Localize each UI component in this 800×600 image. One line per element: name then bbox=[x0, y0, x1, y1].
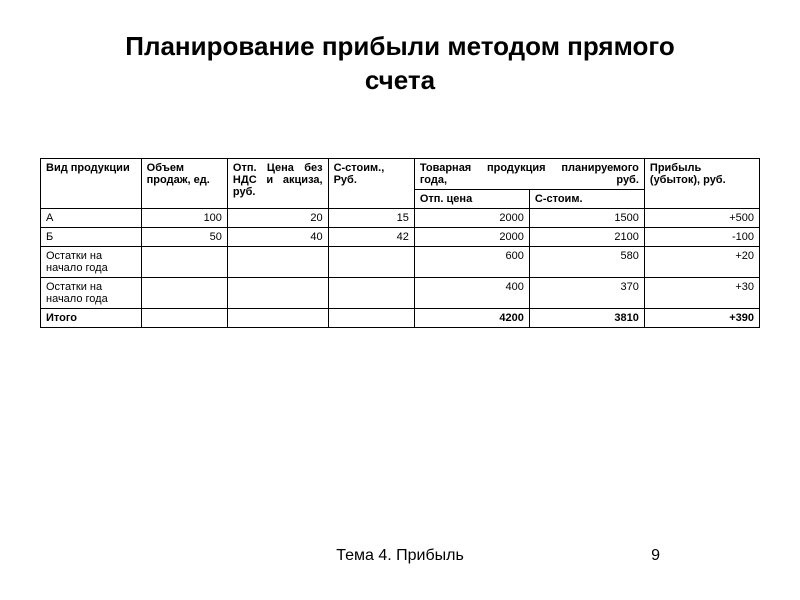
header-profit: Прибыль (убыток), руб. bbox=[644, 158, 759, 208]
cell-total-label: Итого bbox=[41, 308, 142, 327]
table-row: Остатки на начало года 400 370 +30 bbox=[41, 277, 760, 308]
cell-cost bbox=[328, 277, 414, 308]
cell-sub2: 2100 bbox=[529, 227, 644, 246]
footer: Тема 4. Прибыль 9 bbox=[0, 547, 800, 565]
cell-price: 20 bbox=[227, 208, 328, 227]
header-sub2: С-стоим. bbox=[529, 189, 644, 208]
cell-volume bbox=[141, 277, 227, 308]
header-cost: С-стоим., Руб. bbox=[328, 158, 414, 208]
cell-sub2: 1500 bbox=[529, 208, 644, 227]
table-container: Вид продукции Объем продаж, ед. Отп. Цен… bbox=[40, 158, 760, 328]
cell-sub2: 370 bbox=[529, 277, 644, 308]
profit-table: Вид продукции Объем продаж, ед. Отп. Цен… bbox=[40, 158, 760, 328]
cell-product: А bbox=[41, 208, 142, 227]
page-title: Планирование прибыли методом прямого сче… bbox=[0, 0, 800, 98]
header-price: Отп. Цена без НДС и акциза, руб. bbox=[227, 158, 328, 208]
cell-sub1: 400 bbox=[414, 277, 529, 308]
cell-price: 40 bbox=[227, 227, 328, 246]
header-product: Вид продукции bbox=[41, 158, 142, 208]
header-volume: Объем продаж, ед. bbox=[141, 158, 227, 208]
cell-total-profit: +390 bbox=[644, 308, 759, 327]
cell-volume: 100 bbox=[141, 208, 227, 227]
cell-cost bbox=[328, 246, 414, 277]
cell-sub1: 2000 bbox=[414, 208, 529, 227]
cell-product: Остатки на начало года bbox=[41, 246, 142, 277]
table-row-total: Итого 4200 3810 +390 bbox=[41, 308, 760, 327]
header-merged: Товарная продукция планируемого года, ру… bbox=[414, 158, 644, 189]
cell-profit: -100 bbox=[644, 227, 759, 246]
cell-total-sub1: 4200 bbox=[414, 308, 529, 327]
cell-empty bbox=[227, 308, 328, 327]
cell-profit: +500 bbox=[644, 208, 759, 227]
cell-sub1: 2000 bbox=[414, 227, 529, 246]
cell-volume: 50 bbox=[141, 227, 227, 246]
cell-total-sub2: 3810 bbox=[529, 308, 644, 327]
cell-sub2: 580 bbox=[529, 246, 644, 277]
cell-product: Остатки на начало года bbox=[41, 277, 142, 308]
footer-text: Тема 4. Прибыль bbox=[336, 547, 464, 565]
header-sub1: Отп. цена bbox=[414, 189, 529, 208]
cell-profit: +20 bbox=[644, 246, 759, 277]
cell-cost: 15 bbox=[328, 208, 414, 227]
cell-empty bbox=[328, 308, 414, 327]
cell-empty bbox=[141, 308, 227, 327]
page-number: 9 bbox=[651, 547, 660, 565]
table-row: Остатки на начало года 600 580 +20 bbox=[41, 246, 760, 277]
table-row: А 100 20 15 2000 1500 +500 bbox=[41, 208, 760, 227]
cell-price bbox=[227, 246, 328, 277]
cell-volume bbox=[141, 246, 227, 277]
cell-product: Б bbox=[41, 227, 142, 246]
cell-sub1: 600 bbox=[414, 246, 529, 277]
cell-cost: 42 bbox=[328, 227, 414, 246]
table-row: Б 50 40 42 2000 2100 -100 bbox=[41, 227, 760, 246]
cell-profit: +30 bbox=[644, 277, 759, 308]
cell-price bbox=[227, 277, 328, 308]
